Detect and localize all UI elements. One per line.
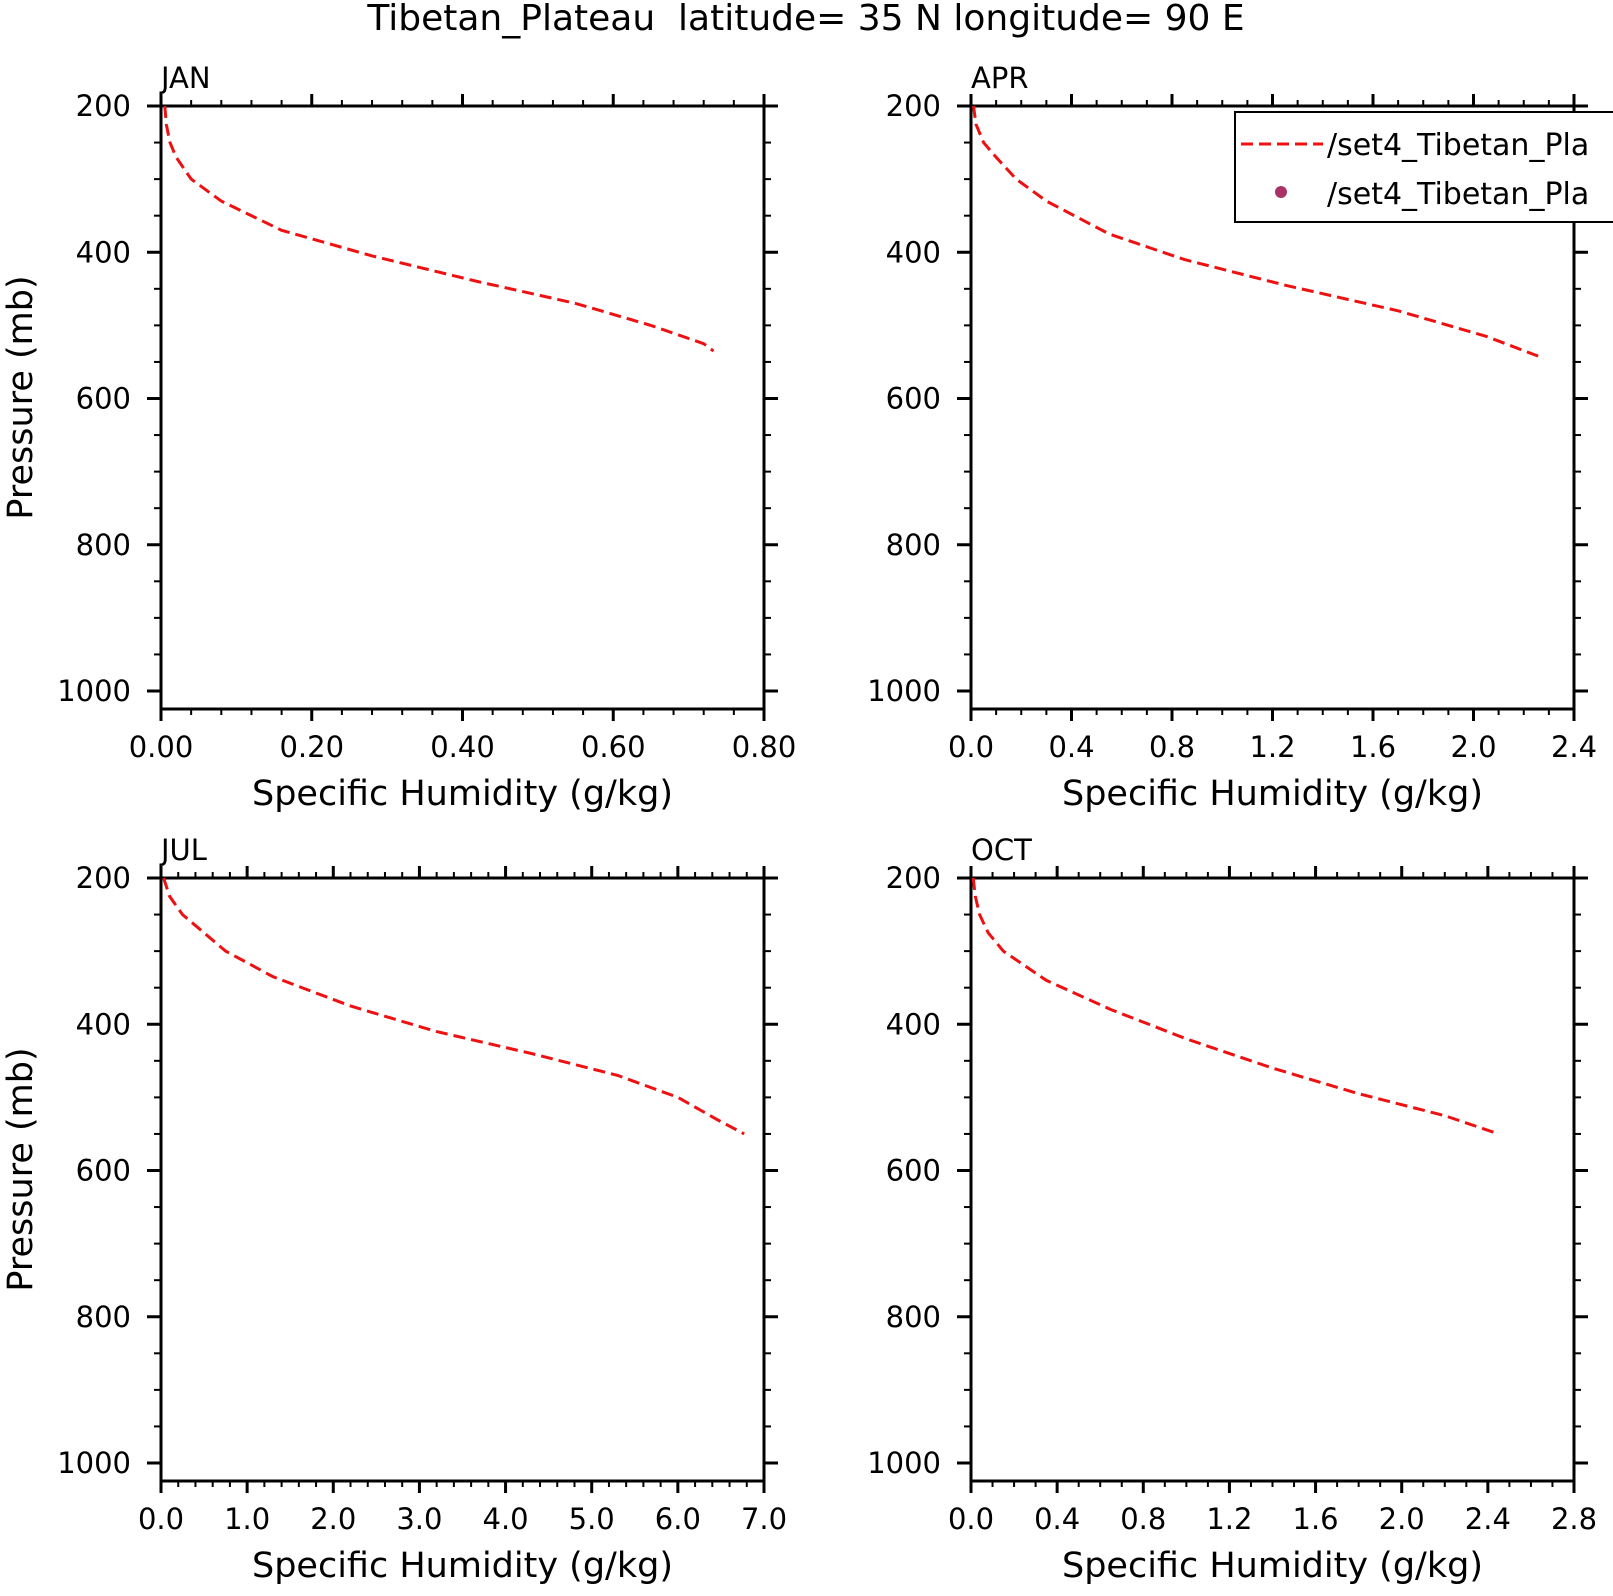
x-axis-label: Specific Humidity (g/kg) [252, 774, 673, 814]
series-line [971, 877, 1500, 1136]
x-axis-label: Specific Humidity (g/kg) [1062, 774, 1483, 814]
x-axis-label: Specific Humidity (g/kg) [1062, 1546, 1483, 1586]
x-tick-label: 1.6 [1293, 1502, 1339, 1536]
y-tick-label: 800 [886, 1300, 941, 1334]
x-tick-label: 0.8 [1120, 1502, 1166, 1536]
plot-frame [969, 876, 1576, 1483]
series-line [163, 105, 715, 353]
x-tick-label: 0.40 [430, 730, 495, 764]
x-tick-label: 0.0 [138, 1502, 184, 1536]
x-tick-label: 1.2 [1206, 1502, 1252, 1536]
x-tick-label: 5.0 [569, 1502, 615, 1536]
legend: /set4_Tibetan_Pla/set4_Tibetan_Pla [1234, 111, 1613, 223]
x-tick-label: 3.0 [396, 1502, 442, 1536]
y-tick-label: 400 [76, 235, 131, 269]
x-tick-label: 0.20 [279, 730, 344, 764]
panel-oct: 0.0 0.4 0.8 1.2 1.6 2.0 2.4 2.8 200 400 600 800 1000… [867, 833, 1597, 1586]
y-tick-label: 800 [886, 528, 941, 562]
panel-apr: 0.0 0.4 0.8 1.2 1.6 2.0 2.4 200 400 600 800 1000 APR… [867, 61, 1597, 814]
panel-jul: 0.0 1.0 2.0 3.0 4.0 5.0 6.0 7.0 200 400 600 800 1000… [1, 833, 787, 1586]
x-tick-label: 6.0 [655, 1502, 701, 1536]
y-tick-label: 1000 [57, 1446, 131, 1480]
panel-title: JAN [159, 61, 211, 95]
panels: 0.00 0.20 0.40 0.60 0.80 200 400 600 800 1000 JAN S… [1, 61, 1597, 1586]
y-tick-label: 600 [886, 1154, 941, 1188]
y-tick-label: 200 [886, 861, 941, 895]
y-axis-label: Pressure (mb) [1, 1047, 41, 1291]
y-tick-label: 800 [76, 528, 131, 562]
x-tick-label: 0.00 [129, 730, 194, 764]
x-tick-label: 2.0 [1379, 1502, 1425, 1536]
x-tick-label: 2.0 [310, 1502, 356, 1536]
y-tick-label: 200 [886, 89, 941, 123]
y-axis-label: Pressure (mb) [1, 275, 41, 519]
y-tick-label: 1000 [867, 1446, 941, 1480]
x-tick-label: 0.4 [1048, 730, 1094, 764]
y-tick-label: 400 [76, 1007, 131, 1041]
y-tick-label: 600 [886, 382, 941, 416]
plot-frame [159, 104, 766, 711]
x-tick-label: 1.6 [1350, 730, 1396, 764]
x-tick-label: 0.0 [948, 1502, 994, 1536]
x-tick-label: 0.0 [948, 730, 994, 764]
legend-label: /set4_Tibetan_Pla [1327, 128, 1589, 163]
figure-title: Tibetan_Plateau latitude= 35 N longitude… [366, 0, 1244, 39]
x-tick-label: 2.4 [1465, 1502, 1511, 1536]
panel-title: APR [971, 61, 1028, 95]
x-tick-label: 2.8 [1551, 1502, 1597, 1536]
panel-jan: 0.00 0.20 0.40 0.60 0.80 200 400 600 800 1000 JAN S… [1, 61, 796, 814]
y-tick-label: 400 [886, 235, 941, 269]
y-tick-label: 1000 [57, 674, 131, 708]
y-tick-label: 400 [886, 1007, 941, 1041]
x-tick-label: 2.0 [1450, 730, 1496, 764]
series-line [162, 877, 745, 1136]
x-tick-label: 0.80 [732, 730, 797, 764]
y-tick-label: 600 [76, 382, 131, 416]
y-tick-label: 600 [76, 1154, 131, 1188]
y-tick-label: 200 [76, 861, 131, 895]
legend-label: /set4_Tibetan_Pla [1327, 177, 1589, 212]
x-tick-label: 0.60 [581, 730, 646, 764]
legend-box [1234, 111, 1613, 223]
x-tick-label: 1.0 [224, 1502, 270, 1536]
legend-dot-swatch [1275, 186, 1287, 198]
x-tick-label: 0.8 [1149, 730, 1195, 764]
panel-title: JUL [159, 833, 207, 867]
panel-title: OCT [971, 833, 1032, 867]
y-tick-label: 1000 [867, 674, 941, 708]
plot-frame [159, 876, 766, 1483]
x-tick-label: 0.4 [1034, 1502, 1080, 1536]
x-axis-label: Specific Humidity (g/kg) [252, 1546, 673, 1586]
series-line [972, 105, 1545, 360]
x-tick-label: 2.4 [1551, 730, 1597, 764]
x-tick-label: 1.2 [1249, 730, 1295, 764]
y-tick-label: 200 [76, 89, 131, 123]
y-tick-label: 800 [76, 1300, 131, 1334]
x-tick-label: 7.0 [741, 1502, 787, 1536]
x-tick-label: 4.0 [483, 1502, 529, 1536]
